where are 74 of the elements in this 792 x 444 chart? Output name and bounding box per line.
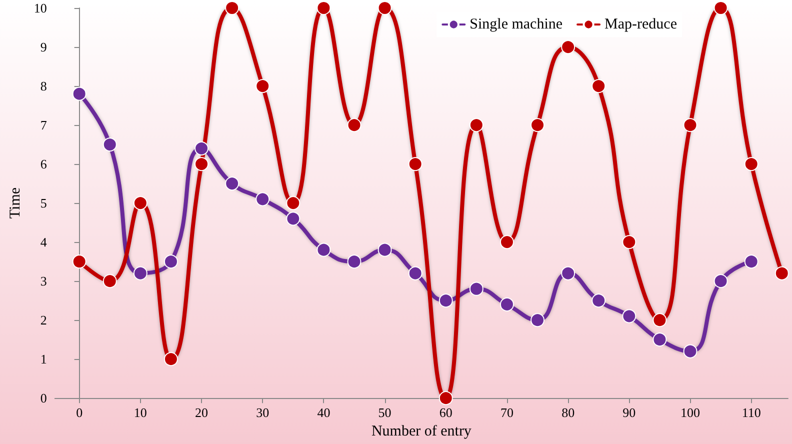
point [102,274,117,288]
y-axis-title: Time [8,187,24,219]
point [225,176,240,191]
point [408,266,422,280]
y-tick-label: 9 [40,40,47,55]
y-tick-label: 8 [40,78,47,94]
point [438,391,453,406]
point [622,309,636,324]
point [530,313,545,328]
x-tick-label: 60 [439,405,452,420]
point [652,332,667,347]
point [744,254,758,269]
point [347,118,362,132]
x-tick-label: 20 [195,405,208,420]
point [256,192,270,206]
point [72,254,86,269]
y-tick-label: 4 [40,234,48,250]
point [347,254,362,269]
y-tick-label: 6 [40,156,48,172]
point [194,141,209,156]
point [225,1,240,15]
point [378,1,392,15]
x-tick-label: 50 [378,405,392,420]
x-tick-label: 0 [76,405,83,420]
point [194,157,209,172]
point [530,118,545,132]
point [164,254,178,269]
point [500,297,514,312]
point [286,196,300,210]
point [256,79,270,94]
y-tick-label: 5 [40,196,47,211]
point [683,118,698,132]
legend-label: Map-reduce [604,16,678,32]
y-tick-label: 1 [40,352,47,367]
point [286,212,300,226]
point [438,294,453,308]
point [164,352,178,366]
point [744,157,758,172]
x-tick-label: 40 [317,405,330,420]
point [714,1,728,15]
point [652,313,667,328]
y-tick-label: 10 [34,0,47,16]
x-tick-label: 110 [742,405,761,420]
point [592,79,606,94]
point [316,242,331,257]
y-tick-label: 7 [40,118,48,133]
point [714,274,728,288]
point [774,266,789,280]
y-tick-label: 2 [40,312,47,328]
y-tick-label: 0 [40,390,47,406]
point [72,86,86,101]
point [469,282,484,296]
point [622,235,636,250]
x-tick-label: 70 [500,405,514,420]
point [316,1,331,15]
point [408,157,422,172]
point [500,235,514,250]
point [683,344,698,358]
point [469,118,484,132]
x-tick-label: 90 [622,405,636,420]
point [592,294,606,308]
point [133,266,148,280]
point [102,138,117,152]
point [561,40,576,54]
x-tick-label: 80 [562,405,575,420]
x-axis-title: Number of entry [371,424,472,440]
point [561,266,576,280]
x-tick-label: 30 [256,405,270,420]
y-tick-label: 3 [40,274,47,289]
x-tick-label: 100 [680,405,700,420]
point [133,196,148,210]
x-tick-label: 10 [134,405,147,420]
legend-label: Single machine [470,16,563,32]
point [378,242,392,257]
